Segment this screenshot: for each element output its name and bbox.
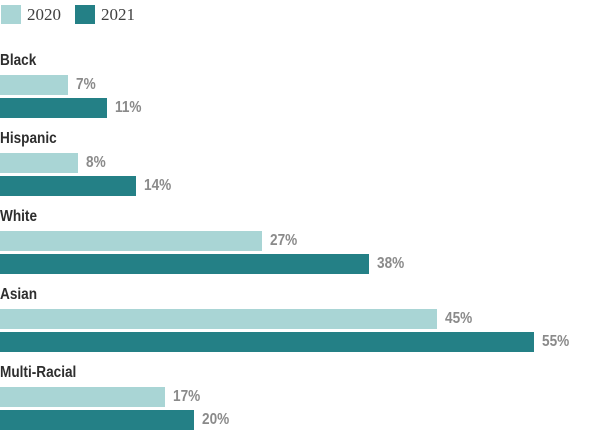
bar-2021 bbox=[0, 410, 194, 430]
value-label: 17% bbox=[172, 388, 201, 405]
legend-item-2021: 2021 bbox=[75, 5, 135, 25]
legend-item-2020: 2020 bbox=[1, 5, 61, 25]
bar-row-2020: 27% bbox=[0, 231, 600, 251]
bar-2020 bbox=[0, 75, 68, 95]
chart-group: Multi-Racial 17% 20% bbox=[0, 363, 600, 430]
bar-2020 bbox=[0, 309, 437, 329]
bar-2020 bbox=[0, 387, 165, 407]
chart-group: Black 7% 11% bbox=[0, 51, 600, 118]
value-label: 38% bbox=[376, 255, 404, 272]
bar-row-2021: 11% bbox=[0, 98, 600, 118]
legend-swatch-2021 bbox=[75, 5, 95, 24]
bar-row-2021: 38% bbox=[0, 254, 600, 274]
legend-label-2020: 2020 bbox=[27, 4, 61, 24]
category-label: Black bbox=[0, 52, 37, 69]
bar-2021 bbox=[0, 254, 369, 274]
bar-row-2021: 20% bbox=[0, 410, 600, 430]
legend-label-2021: 2021 bbox=[101, 4, 135, 24]
value-label: 14% bbox=[143, 177, 172, 194]
bar-2021 bbox=[0, 176, 136, 196]
chart-group: Asian 45% 55% bbox=[0, 285, 600, 352]
value-label: 45% bbox=[444, 310, 472, 327]
chart-group: Hispanic 8% 14% bbox=[0, 129, 600, 196]
category-label: Asian bbox=[0, 286, 38, 303]
bar-row-2020: 17% bbox=[0, 387, 600, 407]
bar-row-2020: 8% bbox=[0, 153, 600, 173]
value-label: 20% bbox=[202, 411, 230, 428]
value-label: 7% bbox=[75, 76, 96, 93]
value-label: 8% bbox=[85, 154, 106, 171]
chart-bar-groups: Black 7% 11% Hispanic 8% 14% White 27% 38% Asian 4… bbox=[0, 51, 600, 430]
bar-2020 bbox=[0, 153, 78, 173]
value-label: 11% bbox=[114, 99, 142, 116]
bar-2021 bbox=[0, 98, 107, 118]
category-label: White bbox=[0, 208, 38, 225]
bar-row-2021: 14% bbox=[0, 176, 600, 196]
chart-legend: 2020 2021 bbox=[0, 3, 600, 26]
chart-group: White 27% 38% bbox=[0, 207, 600, 274]
bar-row-2020: 45% bbox=[0, 309, 600, 329]
bar-2020 bbox=[0, 231, 262, 251]
category-label: Hispanic bbox=[0, 130, 57, 147]
value-label: 55% bbox=[541, 333, 569, 350]
category-label: Multi-Racial bbox=[0, 364, 77, 381]
legend-swatch-2020 bbox=[1, 5, 21, 24]
value-label: 27% bbox=[269, 232, 298, 249]
bar-row-2021: 55% bbox=[0, 332, 600, 352]
bar-row-2020: 7% bbox=[0, 75, 600, 95]
bar-2021 bbox=[0, 332, 534, 352]
